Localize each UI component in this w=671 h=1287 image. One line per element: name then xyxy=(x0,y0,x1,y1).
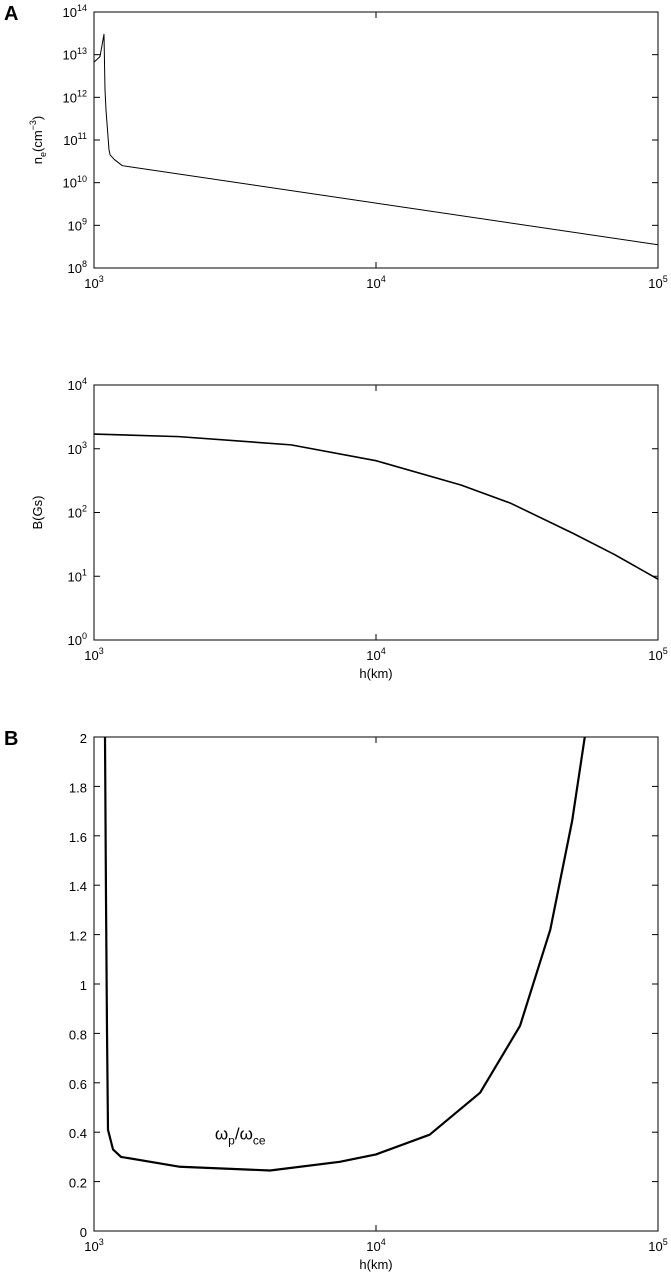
y-tick-label: 1.2 xyxy=(69,929,87,944)
x-tick-label: 103 xyxy=(84,646,103,663)
y-tick-label: 0.4 xyxy=(69,1126,87,1141)
plot-frame xyxy=(93,11,659,269)
y-tick-label: 0 xyxy=(80,1225,87,1240)
panel-label: B xyxy=(4,728,18,750)
y-tick-label: 1 xyxy=(80,978,87,993)
y-tick-label: 1014 xyxy=(63,3,87,20)
data-line xyxy=(93,433,659,580)
y-tick-label: 102 xyxy=(68,504,87,521)
data-line xyxy=(93,33,659,246)
y-tick-label: 0.2 xyxy=(69,1176,87,1191)
panel-label: A xyxy=(4,3,18,25)
y-tick-label: 0.6 xyxy=(69,1077,87,1092)
y-tick-label: 103 xyxy=(68,440,87,457)
y-axis-label: B(Gs) xyxy=(30,496,45,530)
x-tick-label: 104 xyxy=(366,646,385,663)
x-tick-label: 104 xyxy=(366,274,385,291)
y-tick-label: 104 xyxy=(68,376,87,393)
y-axis-label: ne(cm−3) xyxy=(28,116,48,165)
plot-frame xyxy=(93,384,659,641)
y-tick-label: 1011 xyxy=(63,131,87,148)
y-tick-label: 108 xyxy=(68,259,87,276)
x-axis-label: h(km) xyxy=(359,666,392,681)
y-tick-label: 100 xyxy=(68,631,87,648)
y-tick-label: 0.8 xyxy=(69,1027,87,1042)
y-tick-label: 1.4 xyxy=(69,879,87,894)
x-tick-label: 104 xyxy=(366,1237,385,1254)
x-tick-label: 105 xyxy=(648,274,667,291)
annotation: ωp/ωce xyxy=(215,1125,266,1148)
y-tick-label: 1.6 xyxy=(69,830,87,845)
y-tick-label: 2 xyxy=(80,731,87,746)
y-tick-label: 1.8 xyxy=(69,780,87,795)
x-tick-label: 105 xyxy=(648,646,667,663)
x-tick-label: 103 xyxy=(84,274,103,291)
x-tick-label: 103 xyxy=(84,1237,103,1254)
y-tick-label: 1010 xyxy=(63,174,87,191)
y-tick-label: 1013 xyxy=(63,46,87,63)
x-tick-label: 105 xyxy=(648,1237,667,1254)
data-line xyxy=(103,736,586,1172)
x-axis-label: h(km) xyxy=(359,1257,392,1272)
y-tick-label: 101 xyxy=(68,567,87,584)
y-tick-label: 1012 xyxy=(63,88,87,105)
y-tick-label: 109 xyxy=(68,216,87,233)
